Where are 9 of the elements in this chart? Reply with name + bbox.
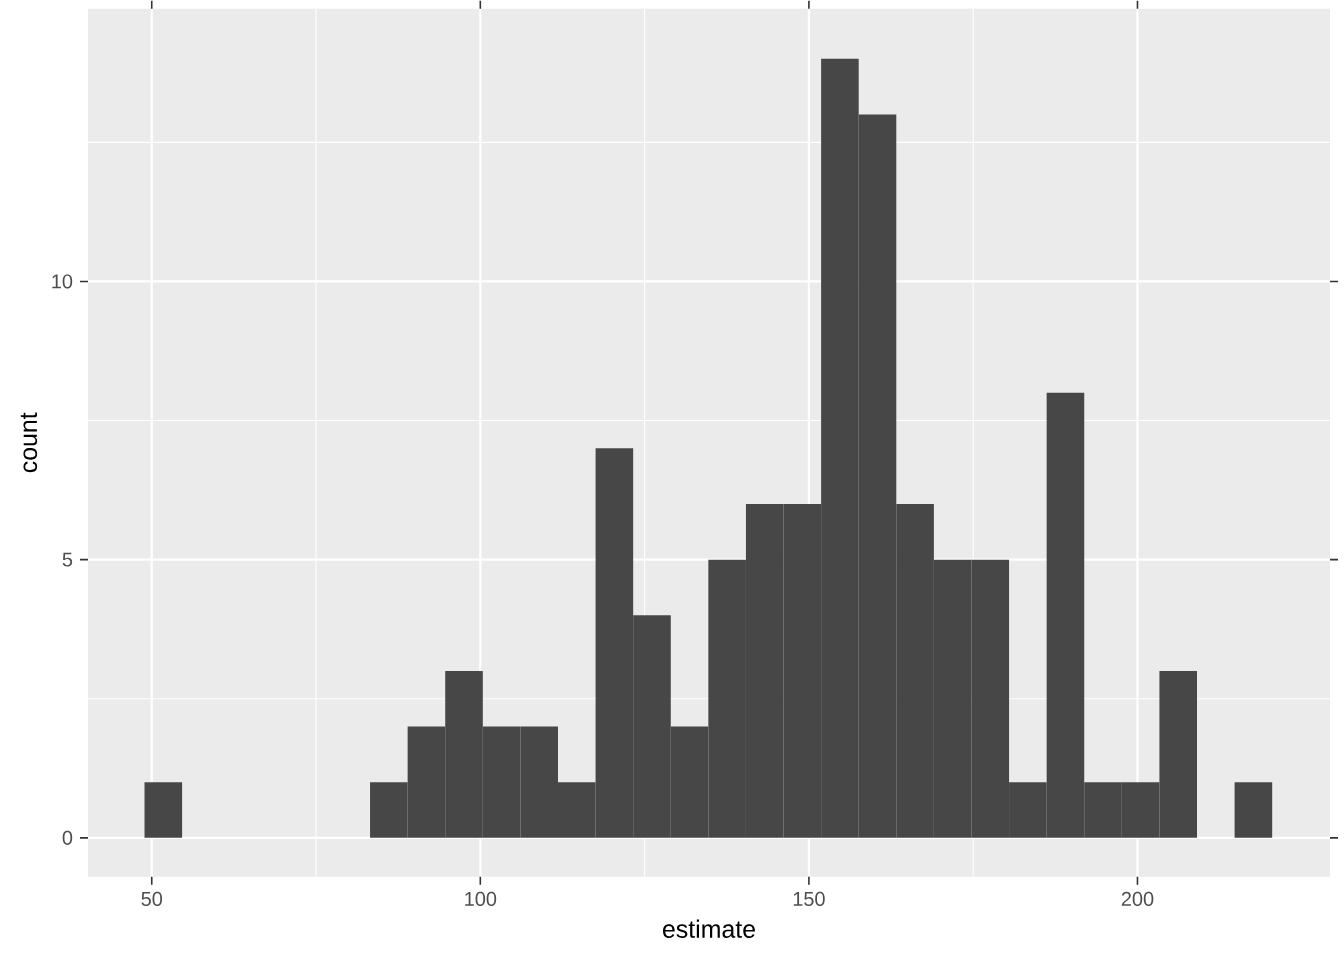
x-axis-title: estimate (663, 919, 755, 939)
x-tick-label: 150 (793, 891, 825, 907)
y-tick-label: 0 (62, 830, 73, 845)
x-tick-label: 50 (141, 891, 163, 907)
y-tick-label: 5 (62, 552, 73, 567)
x-tick-label: 100 (465, 891, 497, 907)
y-axis-title: count (20, 412, 38, 473)
x-tick-label: 200 (1121, 891, 1154, 907)
y-tick-label: 10 (52, 274, 73, 289)
